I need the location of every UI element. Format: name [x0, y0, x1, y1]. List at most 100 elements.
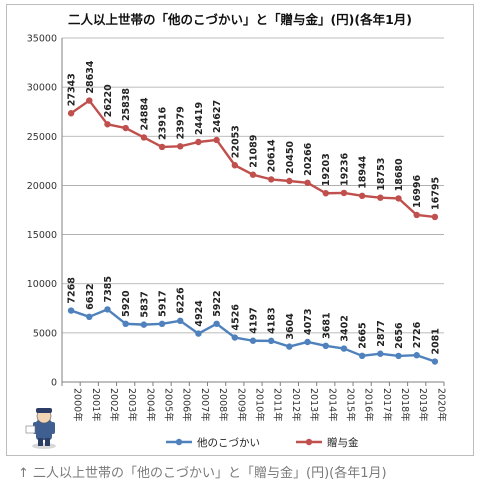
- data-label: 2656: [394, 322, 405, 349]
- data-point: [122, 124, 129, 132]
- data-label: 18753: [376, 158, 387, 191]
- data-point: [431, 213, 439, 221]
- data-point: [304, 338, 311, 346]
- data-point: [158, 320, 166, 328]
- data-label: 2081: [430, 328, 441, 354]
- data-point: [358, 192, 366, 200]
- data-point: [231, 334, 239, 341]
- x-tick-label: 2012年: [290, 388, 302, 422]
- data-point: [413, 211, 420, 219]
- data-point: [249, 337, 257, 344]
- data-point: [104, 306, 111, 313]
- data-point: [67, 110, 75, 117]
- chart-frame: [6, 4, 474, 456]
- data-label: 3402: [339, 315, 350, 341]
- legend-entry: 他のこづかい: [197, 436, 260, 449]
- y-tick-label: 35000: [27, 34, 57, 45]
- data-label: 2665: [358, 322, 369, 348]
- data-point: [286, 343, 293, 350]
- y-tick-label: 15000: [27, 230, 57, 241]
- data-label: 3604: [285, 313, 296, 340]
- x-tick-label: 2009年: [235, 388, 247, 422]
- data-label: 6632: [85, 283, 96, 309]
- axes: [61, 38, 445, 386]
- y-tick-label: 5000: [33, 328, 57, 339]
- data-point: [431, 358, 439, 365]
- data-point: [177, 317, 184, 325]
- data-point: [104, 121, 111, 128]
- data-label: 4924: [194, 300, 205, 327]
- x-tick-label: 2013年: [308, 388, 320, 422]
- data-point: [358, 352, 366, 360]
- data-point: [67, 307, 75, 314]
- data-point: [340, 189, 348, 197]
- data-label: 27343: [67, 73, 78, 106]
- data-label: 19203: [321, 153, 332, 186]
- x-tick-label: 2017年: [381, 388, 393, 422]
- data-point: [377, 350, 384, 357]
- y-tick-label: 20000: [27, 181, 57, 192]
- data-point: [140, 134, 148, 141]
- data-label: 28634: [85, 60, 96, 93]
- data-point: [304, 179, 311, 187]
- x-tick-labels: 2000年 2001年 2002年 2003年 2004年 2005年 2006年 2007年…: [72, 388, 448, 422]
- y-tick-label: 25000: [27, 132, 57, 143]
- data-point: [249, 171, 257, 178]
- data-point: [395, 195, 402, 202]
- data-label: 18944: [358, 155, 369, 188]
- x-tick-label: 2011年: [272, 388, 284, 422]
- mascot-illustration: [25, 408, 56, 449]
- data-point: [267, 176, 275, 183]
- data-point: [213, 136, 220, 144]
- x-tick-label: 2002年: [108, 388, 120, 422]
- data-label: 19236: [339, 152, 350, 185]
- data-label: 16996: [412, 175, 423, 208]
- figure-caption: ↑ 二人以上世帯の「他のこづかい」と「贈与金」(円)(各年1月): [18, 466, 387, 481]
- data-label: 6226: [176, 287, 187, 314]
- data-label: 2726: [412, 321, 423, 348]
- y-tick-label: 30000: [27, 83, 57, 94]
- legend: 他のこづかい 贈与金: [166, 436, 359, 449]
- grid-lines: [62, 37, 444, 334]
- x-tick-label: 2004年: [144, 388, 156, 422]
- data-point: [86, 97, 93, 104]
- x-tick-label: 2015年: [344, 388, 356, 422]
- x-tick-label: 2005年: [163, 388, 175, 422]
- data-label: 5917: [158, 290, 169, 316]
- data-point: [322, 342, 329, 350]
- data-label: 22053: [230, 125, 241, 158]
- data-label: 7385: [103, 276, 114, 302]
- x-tick-label: 2006年: [181, 388, 193, 422]
- y-tick-label: 0: [51, 378, 57, 389]
- data-label: 26220: [103, 84, 114, 117]
- x-tick-label: 2010年: [254, 388, 266, 422]
- data-label: 4073: [303, 309, 314, 335]
- y-tick-label: 10000: [27, 279, 57, 290]
- x-tick-label: 2000年: [72, 388, 84, 422]
- legend-marker: [305, 438, 313, 446]
- data-label: 24627: [212, 100, 223, 133]
- data-point: [286, 177, 293, 185]
- x-tick-label: 2008年: [217, 388, 229, 422]
- data-label: 4183: [267, 307, 278, 333]
- x-tick-label: 2003年: [126, 388, 138, 422]
- line-chart: 二人以上世帯の「他のこづかい」と「贈与金」(円)(各年1月) 0 5000 1000…: [25, 12, 448, 449]
- data-label: 20266: [303, 142, 314, 175]
- data-label: 20614: [267, 139, 278, 172]
- data-point: [158, 143, 166, 151]
- data-label: 21089: [249, 135, 260, 168]
- data-point: [267, 337, 275, 345]
- data-point: [395, 352, 402, 360]
- data-label: 5920: [121, 290, 132, 317]
- data-label: 24419: [194, 102, 205, 135]
- data-labels: 7268 6632 7385 5920 5837 5917 6226 4924 5922 4526…: [67, 60, 442, 354]
- data-label: 24884: [139, 97, 150, 130]
- data-label: 16795: [430, 177, 441, 210]
- x-tick-label: 2001年: [90, 388, 102, 422]
- data-point: [195, 138, 202, 146]
- x-tick-label: 2018年: [399, 388, 411, 422]
- data-label: 23979: [176, 106, 187, 139]
- data-point: [322, 190, 329, 197]
- data-label: 23916: [158, 106, 169, 139]
- legend-entry: 贈与金: [327, 436, 359, 449]
